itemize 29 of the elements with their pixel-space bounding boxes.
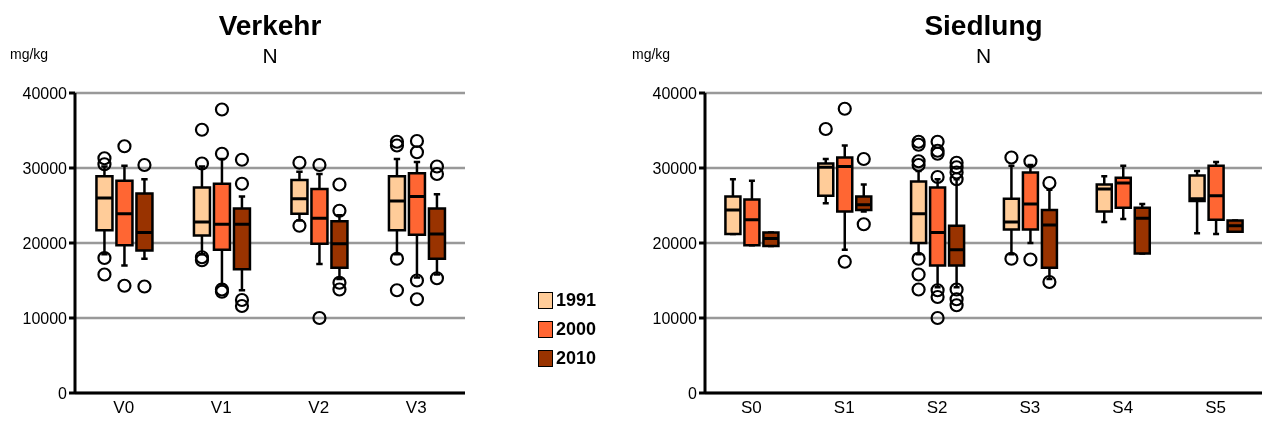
x-tick-label: S2: [926, 398, 948, 418]
x-tick-label: S4: [1112, 398, 1134, 418]
x-tick-label: V2: [308, 398, 330, 418]
y-tick-label: 10000: [22, 309, 68, 327]
y-axis-title: mg/kg: [632, 46, 671, 62]
y-axis-title: mg/kg: [10, 46, 49, 62]
y-tick-label: 0: [58, 384, 68, 402]
legend-label: 2010: [556, 348, 597, 369]
chart-subtitle: N: [261, 44, 279, 68]
x-tick-label: V3: [405, 398, 427, 418]
x-tick-label: S1: [833, 398, 855, 418]
y-tick-label: 10000: [652, 309, 698, 327]
y-tick-label: 30000: [22, 159, 68, 177]
y-tick-label: 40000: [22, 84, 68, 102]
y-tick-label: 40000: [652, 84, 698, 102]
y-tick-label: 0: [688, 384, 698, 402]
x-tick-label: S0: [741, 398, 762, 418]
chart-title: Verkehr: [217, 10, 323, 42]
y-tick-label: 20000: [22, 234, 68, 252]
chart-subtitle: N: [974, 44, 993, 68]
y-tick-label: 30000: [652, 159, 698, 177]
x-tick-label: S5: [1205, 398, 1226, 418]
y-tick-label: 20000: [652, 234, 698, 252]
legend-label: 1991: [556, 290, 597, 311]
x-tick-label: S3: [1019, 398, 1041, 418]
x-tick-label: V0: [113, 398, 135, 418]
legend-label: 2000: [556, 319, 597, 340]
x-tick-label: V1: [210, 398, 232, 418]
chart-title: Siedlung: [923, 10, 1044, 42]
